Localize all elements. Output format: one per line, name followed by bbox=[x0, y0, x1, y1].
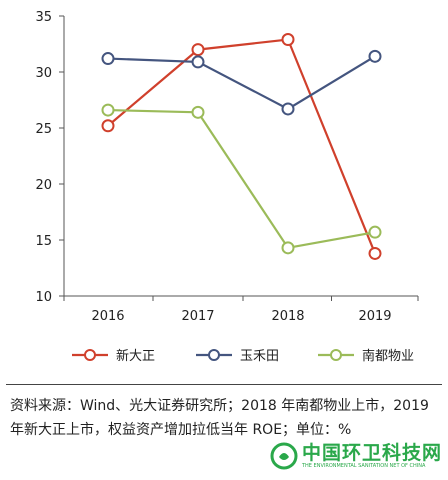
legend-marker bbox=[330, 349, 342, 361]
data-point bbox=[281, 33, 295, 47]
divider-line bbox=[6, 384, 442, 385]
data-point bbox=[281, 241, 295, 255]
watermark: 中国环卫科技网 THE ENVIRONMENTAL SANITATION NET… bbox=[270, 442, 442, 470]
data-point bbox=[101, 52, 115, 66]
watermark-logo-icon bbox=[270, 442, 298, 470]
legend-label: 南都物业 bbox=[362, 348, 414, 364]
legend-label: 新大正 bbox=[116, 348, 155, 364]
legend-label: 玉禾田 bbox=[240, 349, 279, 364]
y-tick-label: 20 bbox=[35, 178, 52, 193]
x-tick-label: 2018 bbox=[271, 309, 304, 324]
watermark-subtitle: THE ENVIRONMENTAL SANITATION NET OF CHIN… bbox=[301, 462, 426, 469]
y-tick-label: 10 bbox=[35, 290, 52, 305]
legend-marker bbox=[84, 349, 96, 361]
x-tick-label: 2016 bbox=[91, 309, 124, 324]
data-point bbox=[368, 246, 382, 260]
data-point bbox=[368, 49, 382, 63]
data-point bbox=[281, 102, 295, 116]
data-point bbox=[191, 55, 205, 69]
data-point bbox=[191, 43, 205, 57]
x-tick-label: 2019 bbox=[358, 309, 391, 324]
data-point bbox=[101, 103, 115, 117]
legend-marker bbox=[208, 349, 220, 361]
watermark-title: 中国环卫科技网 bbox=[301, 441, 442, 464]
series-line-1 bbox=[107, 38, 377, 254]
series-line-3 bbox=[107, 108, 376, 250]
line-chart: 10 15 20 25 30 35 2016 2017 2018 2019 新大正 玉禾田 南都物业 bbox=[35, 10, 419, 364]
data-point bbox=[368, 225, 382, 239]
y-tick-label: 35 bbox=[35, 10, 52, 25]
y-tick-label: 25 bbox=[35, 122, 52, 137]
data-point bbox=[101, 119, 115, 133]
source-note: 资料来源：Wind、光大证券研究所；2018 年南都物业上市，2019 年新大正… bbox=[10, 398, 429, 438]
y-tick-label: 30 bbox=[35, 66, 52, 81]
series-line-2 bbox=[107, 55, 376, 111]
y-tick-label: 15 bbox=[35, 234, 52, 249]
data-point bbox=[191, 105, 205, 119]
x-tick-label: 2017 bbox=[181, 309, 214, 324]
